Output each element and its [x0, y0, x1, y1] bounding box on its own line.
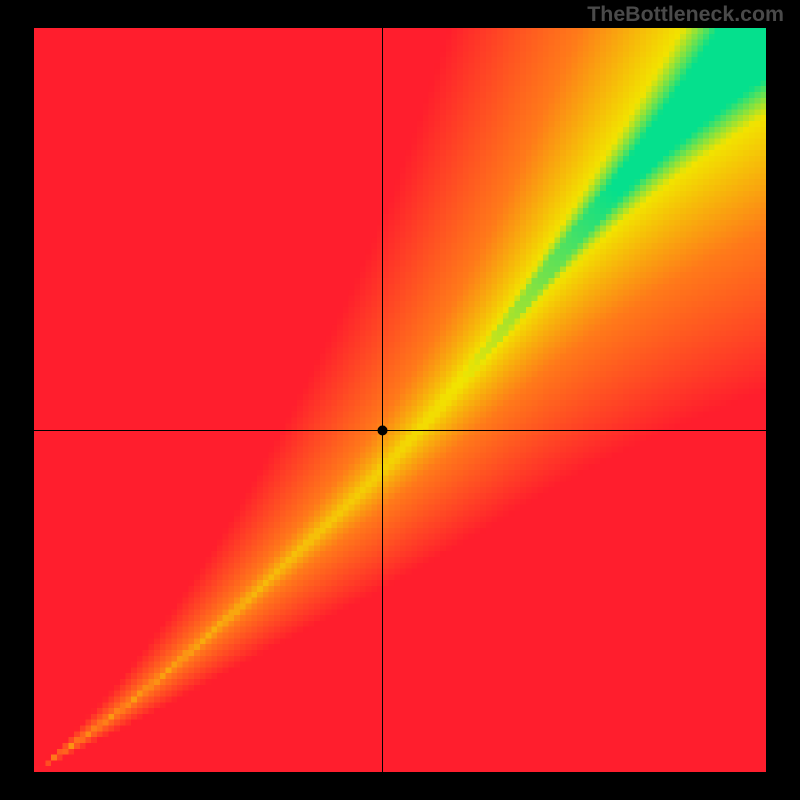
attribution-text: TheBottleneck.com [587, 2, 784, 27]
crosshair-overlay [34, 28, 766, 772]
